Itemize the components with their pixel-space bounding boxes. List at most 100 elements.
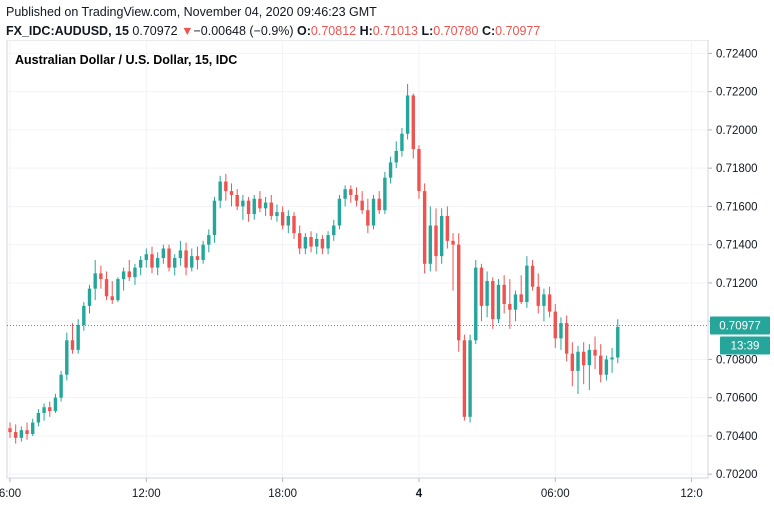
high-label: H: (359, 24, 373, 38)
candle (536, 273, 540, 314)
candle (121, 267, 126, 291)
candle-body-down (564, 323, 569, 354)
candle (201, 240, 205, 264)
candle-body-up (332, 225, 336, 236)
candle (491, 277, 495, 329)
candle-body-down (70, 340, 75, 350)
candle-body-up (144, 254, 149, 260)
candle (31, 418, 35, 436)
candle (93, 259, 97, 301)
candle (235, 189, 239, 211)
candle (116, 277, 120, 303)
candle (280, 206, 285, 230)
candle-body-up (212, 200, 217, 236)
candle-body-down (411, 95, 415, 150)
candle-body-up (138, 259, 143, 268)
candle (337, 194, 342, 230)
candle (570, 342, 575, 387)
price-axis[interactable]: 0.72400 0.72200 0.72000 0.71800 0.71600 0.714… (708, 48, 758, 481)
chart-title: Australian Dollar / U.S. Dollar, 15, IDC (15, 53, 237, 67)
plot-area[interactable] (6, 40, 709, 479)
candle-body-down (553, 311, 557, 339)
y-tick-label: 0.72200 (716, 87, 758, 99)
candlestick-chart[interactable]: 0.72400 0.72200 0.72000 0.71800 0.71600 0.714… (0, 40, 774, 513)
candle (502, 275, 506, 314)
candle-body-up (405, 95, 410, 134)
y-tick-label: 0.72000 (716, 125, 758, 137)
y-tick-label: 0.72400 (716, 48, 758, 60)
candle-body-up (263, 202, 268, 209)
candle (258, 191, 262, 213)
x-tick-label: 6:00 (0, 488, 21, 500)
candle (110, 280, 114, 304)
candle (161, 244, 166, 264)
candle-body-down (547, 294, 552, 312)
candle-body-down (195, 256, 200, 260)
y-tick-label: 0.71400 (716, 240, 758, 252)
candle-body-up (610, 357, 614, 360)
candle-body-down (593, 349, 597, 356)
candle-body-down (360, 200, 364, 211)
candle-body-up (65, 340, 69, 375)
candle-body-down (519, 294, 523, 303)
candle (218, 175, 222, 209)
x-tick-label: 4 (416, 488, 423, 500)
candle (428, 206, 433, 272)
candle-body-up (576, 351, 580, 371)
candle-body-down (99, 273, 103, 280)
candle-body-down (581, 351, 586, 366)
candle-body-up (76, 324, 80, 350)
candle-body-up (133, 267, 137, 278)
candle-body-down (417, 149, 421, 192)
candle (212, 196, 217, 243)
candle (434, 208, 438, 272)
candle-body-up (371, 198, 376, 226)
candle-body-down (462, 340, 467, 417)
candle-body-down (354, 194, 359, 201)
candle (76, 319, 80, 354)
candle (263, 196, 268, 216)
candle (82, 302, 86, 331)
candle (354, 187, 359, 207)
candle (553, 303, 557, 348)
candle (496, 279, 501, 324)
candle (184, 242, 188, 276)
candle (547, 286, 552, 318)
candle-body-up (155, 258, 160, 268)
candle-body-up (42, 407, 46, 413)
candle-body-up (82, 305, 86, 325)
chart-header: Published on TradingView.com, November 0… (6, 4, 766, 39)
candle (207, 229, 211, 253)
candle (144, 248, 149, 268)
candle-body-down (292, 215, 296, 234)
candle-body-up (201, 244, 205, 260)
candle (479, 263, 484, 322)
candle-body-up (383, 177, 387, 211)
candle (155, 252, 160, 276)
candle (229, 183, 234, 207)
candle-body-up (474, 267, 478, 341)
candle-body-up (513, 294, 518, 310)
candle (332, 219, 336, 241)
candle-body-down (8, 428, 12, 433)
candle-series (8, 83, 620, 444)
candle (65, 332, 69, 381)
candle-body-down (320, 238, 325, 249)
candle-body-down (491, 280, 495, 320)
time-axis[interactable]: 6:00 12:00 18:00 4 06:00 12:0 (0, 478, 703, 500)
candle-body-up (587, 349, 592, 366)
candle-body-up (616, 326, 620, 358)
candle-body-down (297, 233, 302, 249)
candle-body-up (326, 235, 330, 249)
candle (13, 424, 18, 444)
last-price: 0.70972 (132, 24, 178, 38)
candle-body-down (110, 296, 114, 301)
candle (224, 173, 228, 201)
candle-body-down (434, 225, 438, 257)
candle-body-down (229, 191, 234, 195)
candle (581, 342, 586, 385)
candle-body-up (116, 279, 120, 301)
candle (167, 244, 171, 272)
candle (99, 265, 103, 289)
open-value: 0.70812 (310, 24, 357, 38)
